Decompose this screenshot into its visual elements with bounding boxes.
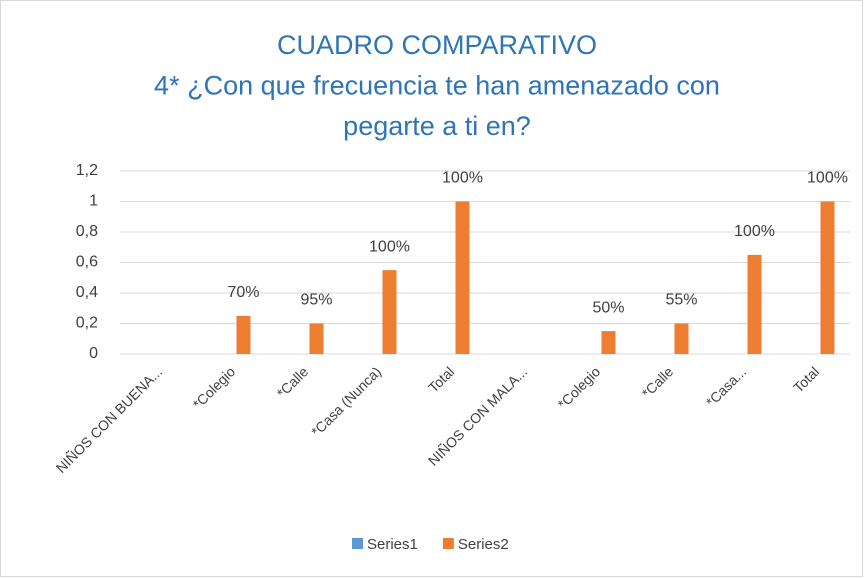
chart-title: CUADRO COMPARATIVO <box>277 30 597 60</box>
legend-label: Series1 <box>367 536 418 553</box>
annotation: 100% <box>807 170 848 187</box>
annotation: 100% <box>734 223 775 240</box>
bar <box>747 254 762 354</box>
bar <box>601 331 616 354</box>
bar <box>455 201 470 354</box>
annotation: 100% <box>369 238 410 255</box>
annotation: 70% <box>227 284 259 301</box>
bar <box>236 315 251 354</box>
y-tick-label: 0,4 <box>76 284 98 301</box>
annotation: 95% <box>300 292 332 309</box>
chart-title: pegarte a ti en? <box>343 111 531 141</box>
legend-swatch <box>352 538 363 549</box>
y-tick-label: 1 <box>89 193 98 210</box>
chart-title: 4* ¿Con que frecuencia te han amenazado … <box>154 71 720 101</box>
y-tick-label: 1,2 <box>76 162 98 179</box>
y-tick-label: 0 <box>89 345 98 362</box>
bar <box>382 270 397 354</box>
bar <box>674 323 689 354</box>
y-tick-label: 0,8 <box>76 223 98 240</box>
bar <box>820 201 835 354</box>
annotation: 55% <box>665 292 697 309</box>
legend-label: Series2 <box>458 536 509 553</box>
y-tick-label: 0,2 <box>76 315 98 332</box>
annotation: 100% <box>442 170 483 187</box>
legend-swatch <box>442 538 454 549</box>
y-tick-label: 0,6 <box>76 254 98 271</box>
bar <box>309 323 324 354</box>
annotation: 50% <box>592 299 624 316</box>
